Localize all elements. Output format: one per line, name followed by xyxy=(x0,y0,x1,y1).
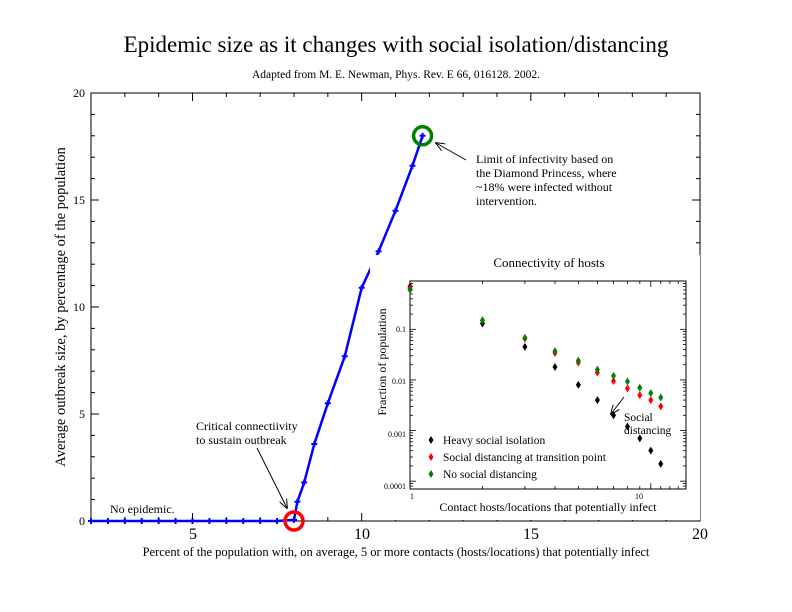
main-x-tick-15: 15 xyxy=(523,526,539,543)
inset-y-tick-0.01: 0.01 xyxy=(392,377,406,386)
inset-point-series-0 xyxy=(624,422,630,431)
inset-x-tick-1: 1 xyxy=(410,492,414,501)
critical-point-marker xyxy=(283,510,305,532)
main-data-point xyxy=(138,518,145,524)
inset-background xyxy=(370,255,700,520)
main-data-point xyxy=(257,518,264,524)
main-x-tick-10: 10 xyxy=(354,526,370,543)
main-chart: 0 5 10 15 20 5 10 15 20 Percent of the p… xyxy=(53,86,708,559)
inset-point-series-2 xyxy=(407,285,413,294)
main-data-point xyxy=(419,132,426,139)
limit-annotation-line-2: the Diamond Princess, where xyxy=(476,166,617,180)
inset-point-series-0 xyxy=(637,434,643,443)
inset-y-tick-0.1: 0.1 xyxy=(396,325,406,334)
inset-point-series-2 xyxy=(522,333,528,342)
main-data-point xyxy=(206,518,213,524)
inset-point-series-2 xyxy=(575,356,581,365)
main-y-tick-5: 5 xyxy=(79,407,85,421)
main-data-point xyxy=(274,518,281,524)
main-data-point xyxy=(291,516,297,523)
inset-point-series-0 xyxy=(594,396,600,405)
legend-label-transition: Social distancing at transition point xyxy=(443,452,607,464)
main-data-point xyxy=(155,518,162,524)
inset-point-series-2 xyxy=(594,365,600,374)
inset-point-series-2 xyxy=(552,347,558,356)
inset-point-series-0 xyxy=(522,342,528,351)
inset-point-series-1 xyxy=(624,384,630,393)
inset-point-series-0 xyxy=(658,459,664,468)
infectivity-limit-marker xyxy=(411,125,434,147)
no-epidemic-annotation: No epidemic. xyxy=(110,502,175,516)
inset-point-series-2 xyxy=(479,316,485,325)
main-data-point xyxy=(311,440,318,447)
chart-subtitle: Adapted from M. E. Newman, Phys. Rev. E … xyxy=(252,69,540,81)
critical-annotation-arrow xyxy=(256,447,287,508)
main-x-tick-5: 5 xyxy=(189,526,197,543)
main-x-tick-20: 20 xyxy=(692,526,708,543)
inset-point-series-0 xyxy=(552,362,558,371)
main-data-point xyxy=(301,479,308,486)
main-data-point xyxy=(392,207,399,214)
inset-point-series-2 xyxy=(624,377,630,386)
main-data-point xyxy=(223,518,230,524)
inset-legend: Heavy social isolation Social distancing… xyxy=(428,435,607,481)
main-data-point xyxy=(341,353,348,360)
main-data-point xyxy=(189,518,196,524)
limit-annotation-line-4: intervention. xyxy=(476,194,537,208)
inset-point-series-0 xyxy=(575,380,581,389)
main-data-point xyxy=(88,518,94,524)
inset-point-series-2 xyxy=(648,389,654,398)
main-x-axis-label: Percent of the population with, on avera… xyxy=(143,545,650,559)
social-distancing-annotation-line-2: distancing xyxy=(624,425,672,437)
main-data-point xyxy=(172,518,179,524)
inset-y-tick-0.0001: 0.0001 xyxy=(384,482,406,491)
inset-x-tick-10: 10 xyxy=(635,492,643,501)
main-y-axis-label: Average outbreak size, by percentage of … xyxy=(53,147,69,467)
inset-chart: Connectivity of hosts 0.0001 0.001 0.01 … xyxy=(370,255,700,520)
inset-point-series-2 xyxy=(637,383,643,392)
inset-point-series-1 xyxy=(648,396,654,405)
inset-y-axis-label: Fraction of population xyxy=(375,308,389,415)
legend-marker-no-distancing xyxy=(428,470,434,478)
main-data-point xyxy=(121,518,128,524)
inset-point-series-2 xyxy=(658,393,664,402)
limit-annotation-line-3: ~18% were infected without xyxy=(476,180,613,194)
limit-annotation-line-1: Limit of infectivity based on xyxy=(476,152,613,166)
main-data-point xyxy=(294,498,301,505)
social-distancing-annotation-line-1: Social xyxy=(624,412,653,424)
main-data-point xyxy=(375,248,382,255)
main-y-tick-15: 15 xyxy=(73,193,85,207)
inset-title: Connectivity of hosts xyxy=(493,255,604,270)
main-data-point xyxy=(409,162,416,169)
main-data-point xyxy=(240,518,247,524)
inset-point-series-1 xyxy=(658,402,664,411)
legend-label-heavy-isolation: Heavy social isolation xyxy=(443,435,545,447)
main-y-tick-20: 20 xyxy=(73,86,85,100)
social-distancing-arrow xyxy=(611,396,625,414)
main-data-point xyxy=(104,518,111,524)
main-data-point xyxy=(324,400,331,407)
inset-point-series-0 xyxy=(648,446,654,455)
legend-marker-heavy-isolation xyxy=(428,436,434,444)
main-data-point xyxy=(358,284,365,291)
inset-axis-ticks xyxy=(410,280,687,490)
critical-annotation-line-1: Critical connectiivity xyxy=(196,419,298,433)
legend-label-no-distancing: No social distancing xyxy=(443,469,537,481)
inset-x-axis-label: Contact hosts/locations that potentially… xyxy=(439,500,657,514)
legend-marker-transition xyxy=(428,453,434,461)
main-series xyxy=(88,132,426,524)
main-y-tick-10: 10 xyxy=(73,300,85,314)
inset-point-series-1 xyxy=(611,377,617,386)
inset-series xyxy=(407,282,664,468)
inset-point-series-2 xyxy=(611,371,617,380)
main-highlights xyxy=(283,125,434,532)
limit-annotation-arrow xyxy=(436,143,467,161)
chart-title: Epidemic size as it changes with social … xyxy=(124,32,669,57)
inset-y-tick-0.001: 0.001 xyxy=(388,430,406,439)
main-y-tick-0: 0 xyxy=(79,514,85,528)
critical-annotation-line-2: to sustain outbreak xyxy=(196,433,287,447)
inset-point-series-1 xyxy=(637,391,643,400)
